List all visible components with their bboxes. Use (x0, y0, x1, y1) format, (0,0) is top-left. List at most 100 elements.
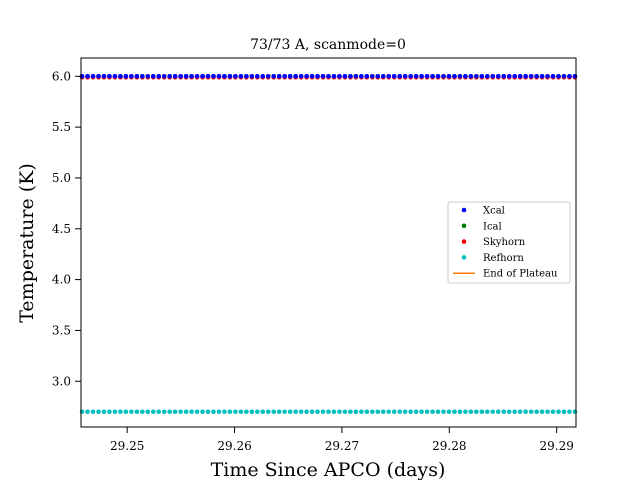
refhorn-point (561, 409, 567, 415)
legend-marker (461, 255, 467, 260)
y-tick-label: 3.0 (52, 374, 71, 388)
legend: Xcal Ical Skyhorn Refhorn End of Plateau (447, 201, 571, 284)
refhorn-point (550, 409, 556, 415)
refhorn-point (402, 409, 408, 415)
y-tick-label: 5.0 (52, 171, 71, 185)
refhorn-point (419, 409, 424, 415)
legend-label: Refhorn (483, 253, 524, 264)
refhorn-point (413, 409, 419, 415)
x-axis-label: Time Since APCO (days) (211, 459, 446, 480)
refhorn-point (271, 409, 277, 415)
xcal-point (194, 74, 200, 79)
xcal-point (331, 74, 337, 79)
xcal-point (375, 74, 381, 79)
xcal-point (397, 74, 402, 79)
refhorn-point (370, 409, 375, 415)
refhorn-point (359, 409, 364, 415)
refhorn-point (430, 409, 435, 415)
refhorn-point (238, 409, 244, 415)
xcal-point (265, 74, 271, 79)
xcal-point (118, 74, 123, 79)
refhorn-point (457, 409, 463, 415)
xcal-point (101, 74, 107, 79)
refhorn-point (380, 409, 386, 415)
xcal-point (140, 74, 145, 79)
refhorn-point (309, 409, 315, 415)
xcal-point (342, 74, 348, 79)
xcal-point (528, 74, 534, 79)
xcal-point (501, 74, 507, 79)
xcal-point (145, 74, 151, 79)
refhorn-point (556, 409, 561, 415)
refhorn-point (534, 409, 539, 415)
refhorn-point (452, 409, 457, 415)
xcal-point (200, 74, 205, 79)
xcal-point (178, 74, 183, 79)
refhorn-point (446, 409, 452, 415)
legend-marker (461, 207, 467, 213)
refhorn-point (353, 409, 359, 415)
refhorn-point (479, 409, 485, 415)
refhorn-point (85, 409, 90, 415)
xcal-point (380, 74, 386, 79)
refhorn-point (189, 409, 194, 415)
xcal-point (271, 74, 277, 79)
refhorn-point (539, 409, 545, 415)
refhorn-point (194, 409, 200, 415)
y-tick-label: 4.0 (52, 273, 71, 287)
refhorn-point (474, 409, 479, 415)
legend-label: Skyhorn (483, 237, 526, 248)
xcal-point (413, 74, 419, 79)
xcal-point (441, 74, 446, 79)
refhorn-point (200, 409, 205, 415)
xcal-point (233, 74, 238, 79)
refhorn-point (112, 409, 118, 415)
xcal-point (255, 74, 260, 79)
refhorn-point (282, 409, 287, 415)
xcal-point (304, 74, 309, 79)
refhorn-point (161, 409, 167, 415)
refhorn-point (205, 409, 211, 415)
legend-label: End of Plateau (483, 269, 558, 280)
x-tick-label: 29.26 (217, 439, 251, 453)
xcal-point (282, 74, 287, 79)
xcal-point (276, 74, 282, 79)
refhorn-point (129, 409, 134, 415)
xcal-point (183, 74, 189, 79)
refhorn-point (107, 409, 112, 415)
xcal-point (386, 74, 392, 79)
xcal-point (167, 74, 172, 79)
xcal-point (561, 74, 567, 79)
legend-label: Xcal (483, 206, 505, 217)
xcal-point (463, 74, 468, 79)
refhorn-point (79, 409, 85, 415)
y-tick-label: 6.0 (52, 69, 71, 83)
refhorn-point (178, 409, 183, 415)
refhorn-point (331, 409, 337, 415)
xcal-point (402, 74, 408, 79)
xcal-point (309, 74, 315, 79)
xcal-point (107, 74, 112, 79)
refhorn-point (265, 409, 271, 415)
xcal-point (156, 74, 162, 79)
xcal-point (506, 74, 512, 79)
xcal-point (112, 74, 118, 79)
xcal-point (534, 74, 539, 79)
legend-marker (461, 223, 467, 229)
refhorn-point (211, 409, 216, 415)
refhorn-point (260, 409, 266, 415)
xcal-point (353, 74, 359, 79)
xcal-point (348, 74, 353, 79)
xcal-point (545, 74, 550, 79)
xcal-point (495, 74, 501, 79)
xcal-point (249, 74, 255, 79)
xcal-point (161, 74, 167, 79)
xcal-point (216, 74, 222, 79)
xcal-point (326, 74, 331, 79)
xcal-point (205, 74, 211, 79)
xcal-point (567, 74, 572, 79)
xcal-point (150, 74, 156, 79)
xcal-point (370, 74, 375, 79)
chart-title: 73/73 A, scanmode=0 (250, 37, 406, 53)
